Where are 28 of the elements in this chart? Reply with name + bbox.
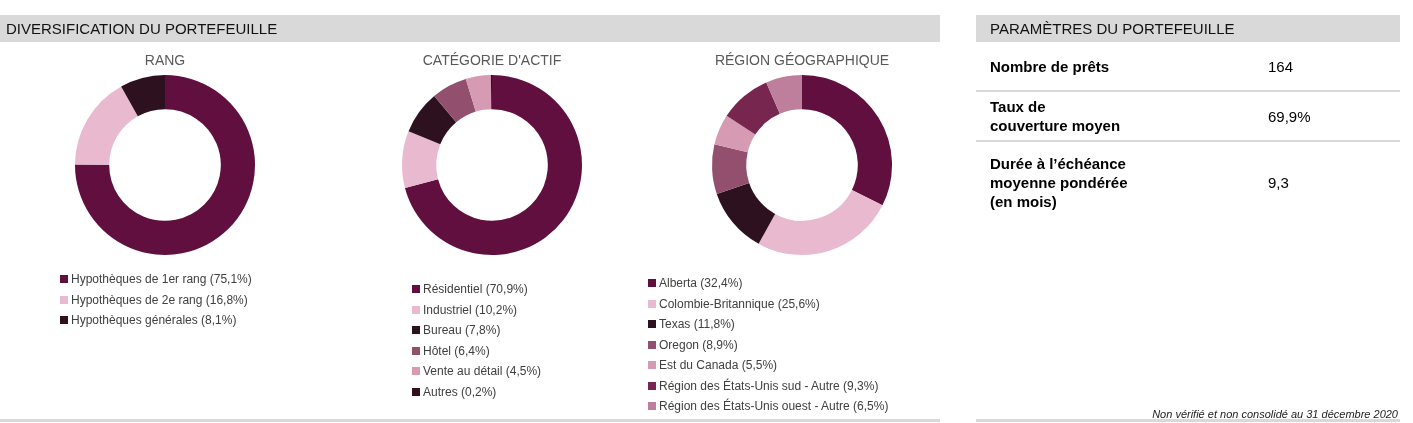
text: 9,3: [1268, 173, 1289, 191]
legend-label: Bureau (7,8%): [422, 322, 502, 339]
legend-label: Hypothèques de 1er rang (75,1%): [70, 271, 252, 288]
chart-title: CATÉGORIE D'ACTIF: [421, 52, 563, 68]
legend-label: Résidentiel (70,9%): [422, 281, 529, 298]
category-label: Nombre de prêts: [990, 56, 1110, 76]
legend-label: Est du Canada (5,5%): [658, 357, 779, 374]
text: Non vérifié et non consolidé au 31 décembre 2020: [1152, 408, 1398, 420]
text: PARAMÈTRES DU PORTEFEUILLE: [976, 15, 1400, 42]
legend-label: Vente au détail (4,5%): [422, 363, 542, 380]
legend-label: Région des États-Unis sud - Autre (9,3%): [658, 377, 880, 395]
legend-label: Autres (0,2%): [422, 383, 498, 401]
category-label: Taux de couverture moyen: [990, 97, 1121, 135]
text: 164: [1268, 57, 1294, 75]
text: 69,9%: [1268, 107, 1311, 125]
legend-label: Industriel (10,2%): [422, 301, 519, 319]
chart-title: RÉGION GÉOGRAPHIQUE: [713, 52, 891, 68]
legend-label: Hypothèques de 2e rang (16,8%): [70, 291, 249, 309]
legend-label: Texas (11,8%): [658, 316, 736, 333]
legend-label: Colombie-Britannique (25,6%): [658, 295, 821, 313]
chart-title: RANG: [143, 52, 187, 68]
category-label: Durée à l’échéance moyenne pondérée (en mois): [990, 153, 1128, 211]
legend-label: Hôtel (6,4%): [422, 342, 491, 360]
text: DIVERSIFICATION DU PORTEFEUILLE: [0, 15, 940, 42]
legend-label: Oregon (8,9%): [658, 336, 739, 354]
legend-label: Alberta (32,4%): [658, 275, 744, 292]
legend-label: Région des États-Unis ouest - Autre (6,5%): [658, 397, 889, 415]
legend-label: Hypothèques générales (8,1%): [70, 312, 238, 329]
